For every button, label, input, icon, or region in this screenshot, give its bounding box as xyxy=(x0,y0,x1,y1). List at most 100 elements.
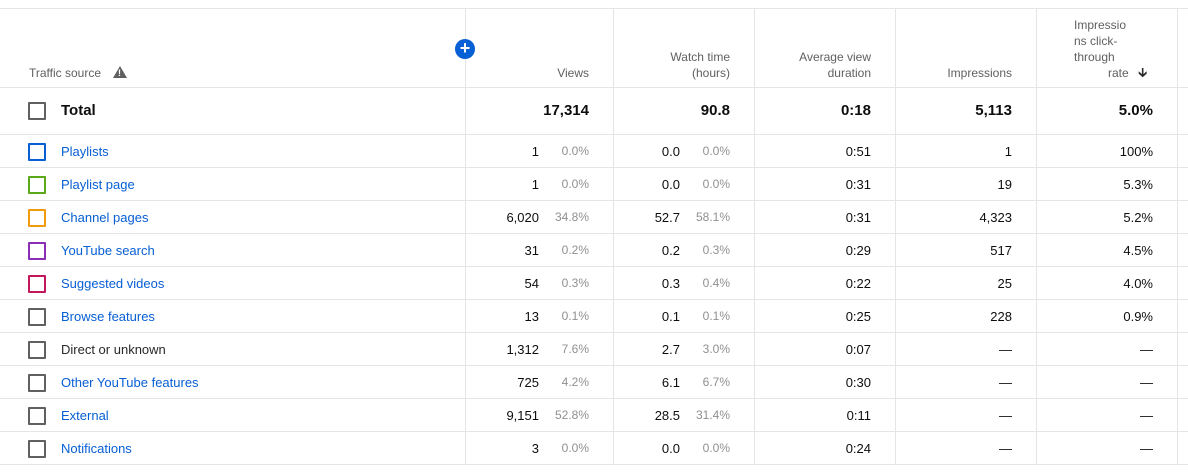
traffic-source-label[interactable]: YouTube search xyxy=(61,243,155,258)
views-value: 9,151 xyxy=(506,408,539,423)
header-avg-view-line1[interactable]: Average view xyxy=(799,50,871,64)
row-checkbox[interactable] xyxy=(28,275,46,293)
traffic-source-label[interactable]: Other YouTube features xyxy=(61,375,199,390)
watch-time-value: 0.1 xyxy=(661,309,680,324)
avg-duration-value: 0:31 xyxy=(845,210,871,225)
header-ctr-line1[interactable]: Impressio xyxy=(1074,18,1127,32)
impressions-value: 228 xyxy=(990,309,1012,324)
divider-avg xyxy=(895,9,896,465)
traffic-source-label[interactable]: Notifications xyxy=(61,441,132,456)
ctr-value: 5.3% xyxy=(1123,177,1153,192)
impressions-value: 517 xyxy=(990,243,1012,258)
avg-duration-value: 0:29 xyxy=(845,243,871,258)
row-checkbox[interactable] xyxy=(28,440,46,458)
views-percent: 0.0% xyxy=(561,144,589,158)
header-avg-view-line2[interactable]: duration xyxy=(827,66,871,80)
watch-time-percent: 58.1% xyxy=(695,210,730,224)
watch-time-value: 0.0 xyxy=(661,144,680,159)
watch-time-percent: 3.0% xyxy=(702,342,730,356)
header-watch-time-line1[interactable]: Watch time xyxy=(670,50,730,64)
views-percent: 4.2% xyxy=(561,375,589,389)
avg-duration-value: 0:07 xyxy=(845,342,871,357)
avg-duration-value: 0:51 xyxy=(845,144,871,159)
impressions-value: 1 xyxy=(1004,144,1012,159)
watch-time-percent: 0.3% xyxy=(702,243,730,257)
impressions-value: 25 xyxy=(997,276,1012,291)
header-views[interactable]: Views xyxy=(557,66,589,80)
watch-time-value: 0.2 xyxy=(661,243,680,258)
views-value: 6,020 xyxy=(506,210,539,225)
views-percent: 0.1% xyxy=(561,309,589,323)
views-percent: 34.8% xyxy=(554,210,589,224)
row-checkbox[interactable] xyxy=(28,209,46,227)
table-header: Traffic source ! + Views Watch time (hou… xyxy=(0,9,1188,88)
row-checkbox[interactable] xyxy=(28,341,46,359)
avg-duration-value: 0:31 xyxy=(845,177,871,192)
top-border xyxy=(0,8,1188,9)
table-row: Suggested videos 54 0.3% 0.3 0.4% 0:22 25 4.0% xyxy=(0,267,1188,300)
watch-time-percent: 0.1% xyxy=(702,309,730,323)
header-watch-time-line2[interactable]: (hours) xyxy=(691,66,730,80)
divider-impr xyxy=(1036,9,1037,465)
views-percent: 0.2% xyxy=(561,243,589,257)
total-checkbox[interactable] xyxy=(28,102,46,120)
watch-time-value: 6.1 xyxy=(661,375,680,390)
impressions-value: 19 xyxy=(997,177,1012,192)
row-checkbox[interactable] xyxy=(28,308,46,326)
divider-watch xyxy=(754,9,755,465)
table-row: Other YouTube features 725 4.2% 6.1 6.7% 0:30… xyxy=(0,366,1188,399)
impressions-value: 4,323 xyxy=(979,210,1012,225)
impressions-value: — xyxy=(999,441,1012,456)
header-impressions[interactable]: Impressions xyxy=(947,66,1012,80)
row-checkbox[interactable] xyxy=(28,407,46,425)
row-checkbox[interactable] xyxy=(28,374,46,392)
total-label: Total xyxy=(61,102,96,119)
watch-time-value: 0.0 xyxy=(661,177,680,192)
watch-time-percent: 0.0% xyxy=(702,144,730,158)
avg-duration-value: 0:25 xyxy=(845,309,871,324)
row-checkbox[interactable] xyxy=(28,176,46,194)
row-checkbox[interactable] xyxy=(28,242,46,260)
table-row: Channel pages 6,020 34.8% 52.7 58.1% 0:31 4,32… xyxy=(0,201,1188,234)
row-checkbox[interactable] xyxy=(28,143,46,161)
table-row: Playlist page 1 0.0% 0.0 0.0% 0:31 19 5.3% xyxy=(0,168,1188,201)
traffic-source-label[interactable]: Channel pages xyxy=(61,210,149,225)
table-row: YouTube search 31 0.2% 0.2 0.3% 0:29 517 4.5% xyxy=(0,234,1188,267)
views-value: 31 xyxy=(524,243,539,258)
views-value: 1 xyxy=(531,144,539,159)
views-value: 13 xyxy=(524,309,539,324)
arrow-down-icon[interactable]: 🡳 xyxy=(1138,65,1148,80)
avg-duration-value: 0:30 xyxy=(845,375,871,390)
avg-duration-value: 0:11 xyxy=(846,408,871,423)
avg-duration-value: 0:24 xyxy=(845,441,871,456)
watch-time-percent: 31.4% xyxy=(695,408,730,422)
traffic-source-label[interactable]: Suggested videos xyxy=(61,276,165,291)
table-row: Notifications 3 0.0% 0.0 0.0% 0:24 — — xyxy=(0,432,1188,465)
impressions-value: — xyxy=(999,342,1012,357)
warning-triangle-icon[interactable]: ! xyxy=(113,66,127,78)
traffic-source-label[interactable]: Playlist page xyxy=(61,177,135,192)
header-ctr-line3[interactable]: through xyxy=(1074,50,1115,64)
table-row: Browse features 13 0.1% 0.1 0.1% 0:25 228 0.9% xyxy=(0,300,1188,333)
ctr-value: 4.5% xyxy=(1123,243,1153,258)
views-value: 3 xyxy=(531,441,539,456)
plus-circle-icon[interactable]: + xyxy=(455,39,475,59)
watch-time-value: 28.5 xyxy=(654,408,680,423)
views-value: 1 xyxy=(531,177,539,192)
watch-time-value: 0.0 xyxy=(661,441,680,456)
views-percent: 0.0% xyxy=(561,441,589,455)
watch-time-percent: 0.0% xyxy=(702,441,730,455)
header-ctr-line2[interactable]: ns click- xyxy=(1074,34,1118,48)
views-value: 725 xyxy=(517,375,539,390)
watch-time-value: 2.7 xyxy=(661,342,680,357)
table-row: Direct or unknown 1,312 7.6% 2.7 3.0% 0:07 — — xyxy=(0,333,1188,366)
header-traffic-source[interactable]: Traffic source xyxy=(29,66,102,80)
traffic-source-label[interactable]: Browse features xyxy=(61,309,155,324)
table-row: Playlists 1 0.0% 0.0 0.0% 0:51 1 100% xyxy=(0,135,1188,168)
traffic-source-label[interactable]: External xyxy=(61,408,109,423)
header-ctr-line4[interactable]: rate xyxy=(1108,66,1129,80)
ctr-value: — xyxy=(1140,441,1153,456)
traffic-source-label[interactable]: Playlists xyxy=(61,144,109,159)
avg-duration-value: 0:22 xyxy=(845,276,871,291)
